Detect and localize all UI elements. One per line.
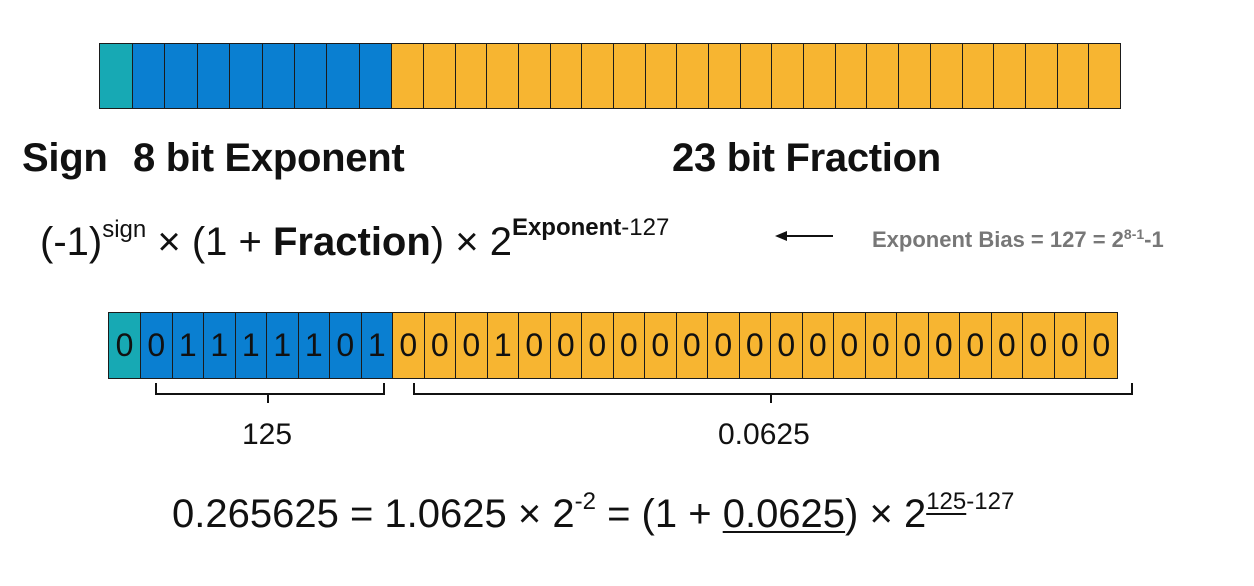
layout-fraction-bit-14 [834,43,868,109]
layout-sign-bit-0 [99,43,133,109]
example-exponent-bit-0: 0 [140,312,173,379]
example-fraction-bit-14: 0 [833,312,866,379]
arrow-left-icon [775,226,835,251]
example-fraction-bit-22: 0 [1085,312,1118,379]
layout-fraction-bit-22 [1088,43,1121,109]
example-exponent-bit-5: 1 [297,312,330,379]
layout-fraction-bit-3 [486,43,519,109]
fraction-bracket-tick [770,393,772,403]
layout-fraction-bit-7 [612,43,646,109]
layout-exponent-bit-5 [293,43,328,109]
example-fraction-bit-6: 0 [581,312,614,379]
layout-exponent-bit-4 [261,43,295,109]
example-fraction-bit-15: 0 [864,312,897,379]
example-fraction-bit-17: 0 [927,312,960,379]
layout-fraction-bit-2 [454,43,488,109]
layout-fraction-bit-21 [1056,43,1090,109]
example-fraction-bit-9: 0 [675,312,708,379]
example-exponent-bit-6: 0 [329,312,362,379]
layout-exponent-bit-0 [132,43,166,109]
example-fraction-bit-16: 0 [896,312,929,379]
example-fraction-bit-1: 0 [423,312,456,379]
exponent-bracket [155,383,385,395]
layout-fraction-bit-16 [898,43,931,109]
layout-exponent-bit-1 [164,43,198,109]
example-fraction-bit-11: 0 [738,312,771,379]
example-exponent-bit-1: 1 [171,312,204,379]
example-exponent-bit-3: 1 [234,312,267,379]
layout-exponent-bit-7 [358,43,393,109]
example-fraction-bit-5: 0 [549,312,582,379]
example-fraction-bit-3: 1 [486,312,519,379]
example-fraction-bit-19: 0 [990,312,1023,379]
layout-fraction-bit-9 [676,43,709,109]
exponent-value: 125 [242,418,293,451]
layout-exponent-bit-2 [196,43,231,109]
layout-exponent-bit-3 [229,43,263,109]
fraction-bracket [413,383,1133,395]
layout-fraction-bit-15 [866,43,900,109]
example-fraction-bit-20: 0 [1022,312,1055,379]
example-exponent-bit-2: 1 [203,312,236,379]
example-fraction-bit-12: 0 [770,312,803,379]
example-fraction-bit-8: 0 [644,312,677,379]
example-exponent-bit-4: 1 [266,312,299,379]
layout-fraction-bit-13 [803,43,836,109]
example-fraction-bit-7: 0 [612,312,645,379]
sign-label: Sign [22,136,108,180]
layout-fraction-bit-6 [581,43,614,109]
layout-fraction-bit-8 [644,43,678,109]
example-fraction-bit-4: 0 [518,312,551,379]
layout-fraction-bit-20 [1024,43,1058,109]
example-sign-bit-0: 0 [108,312,141,379]
example-fraction-bit-0: 0 [392,312,425,379]
layout-fraction-bit-12 [771,43,805,109]
layout-fraction-bit-10 [708,43,741,109]
layout-fraction-bit-1 [422,43,456,109]
layout-fraction-bit-5 [549,43,583,109]
exponent-bias-note: Exponent Bias = 127 = 28-1-1 [872,226,1164,252]
layout-exponent-bit-6 [326,43,360,109]
example-fraction-bit-18: 0 [959,312,992,379]
layout-fraction-bit-17 [929,43,963,109]
example-fraction-bit-2: 0 [455,312,488,379]
result-equation: 0.265625 = 1.0625 × 2-2 = (1 + 0.0625) ×… [172,488,1015,536]
float-formula: (-1)sign × (1 + Fraction) × 2Exponent-12… [40,214,670,264]
example-exponent-bit-7: 1 [360,312,393,379]
layout-fraction-bit-0 [391,43,424,109]
layout-fraction-bit-11 [739,43,773,109]
example-fraction-bit-10: 0 [707,312,740,379]
exponent-bracket-tick [267,393,269,403]
bit-layout-row [99,43,1136,109]
example-fraction-bit-13: 0 [801,312,834,379]
layout-fraction-bit-18 [961,43,995,109]
example-fraction-bit-21: 0 [1053,312,1086,379]
fraction-value: 0.0625 [718,418,810,451]
layout-fraction-bit-19 [993,43,1026,109]
layout-fraction-bit-4 [517,43,551,109]
fraction-label: 23 bit Fraction [672,136,941,180]
exponent-label: 8 bit Exponent [133,136,405,180]
